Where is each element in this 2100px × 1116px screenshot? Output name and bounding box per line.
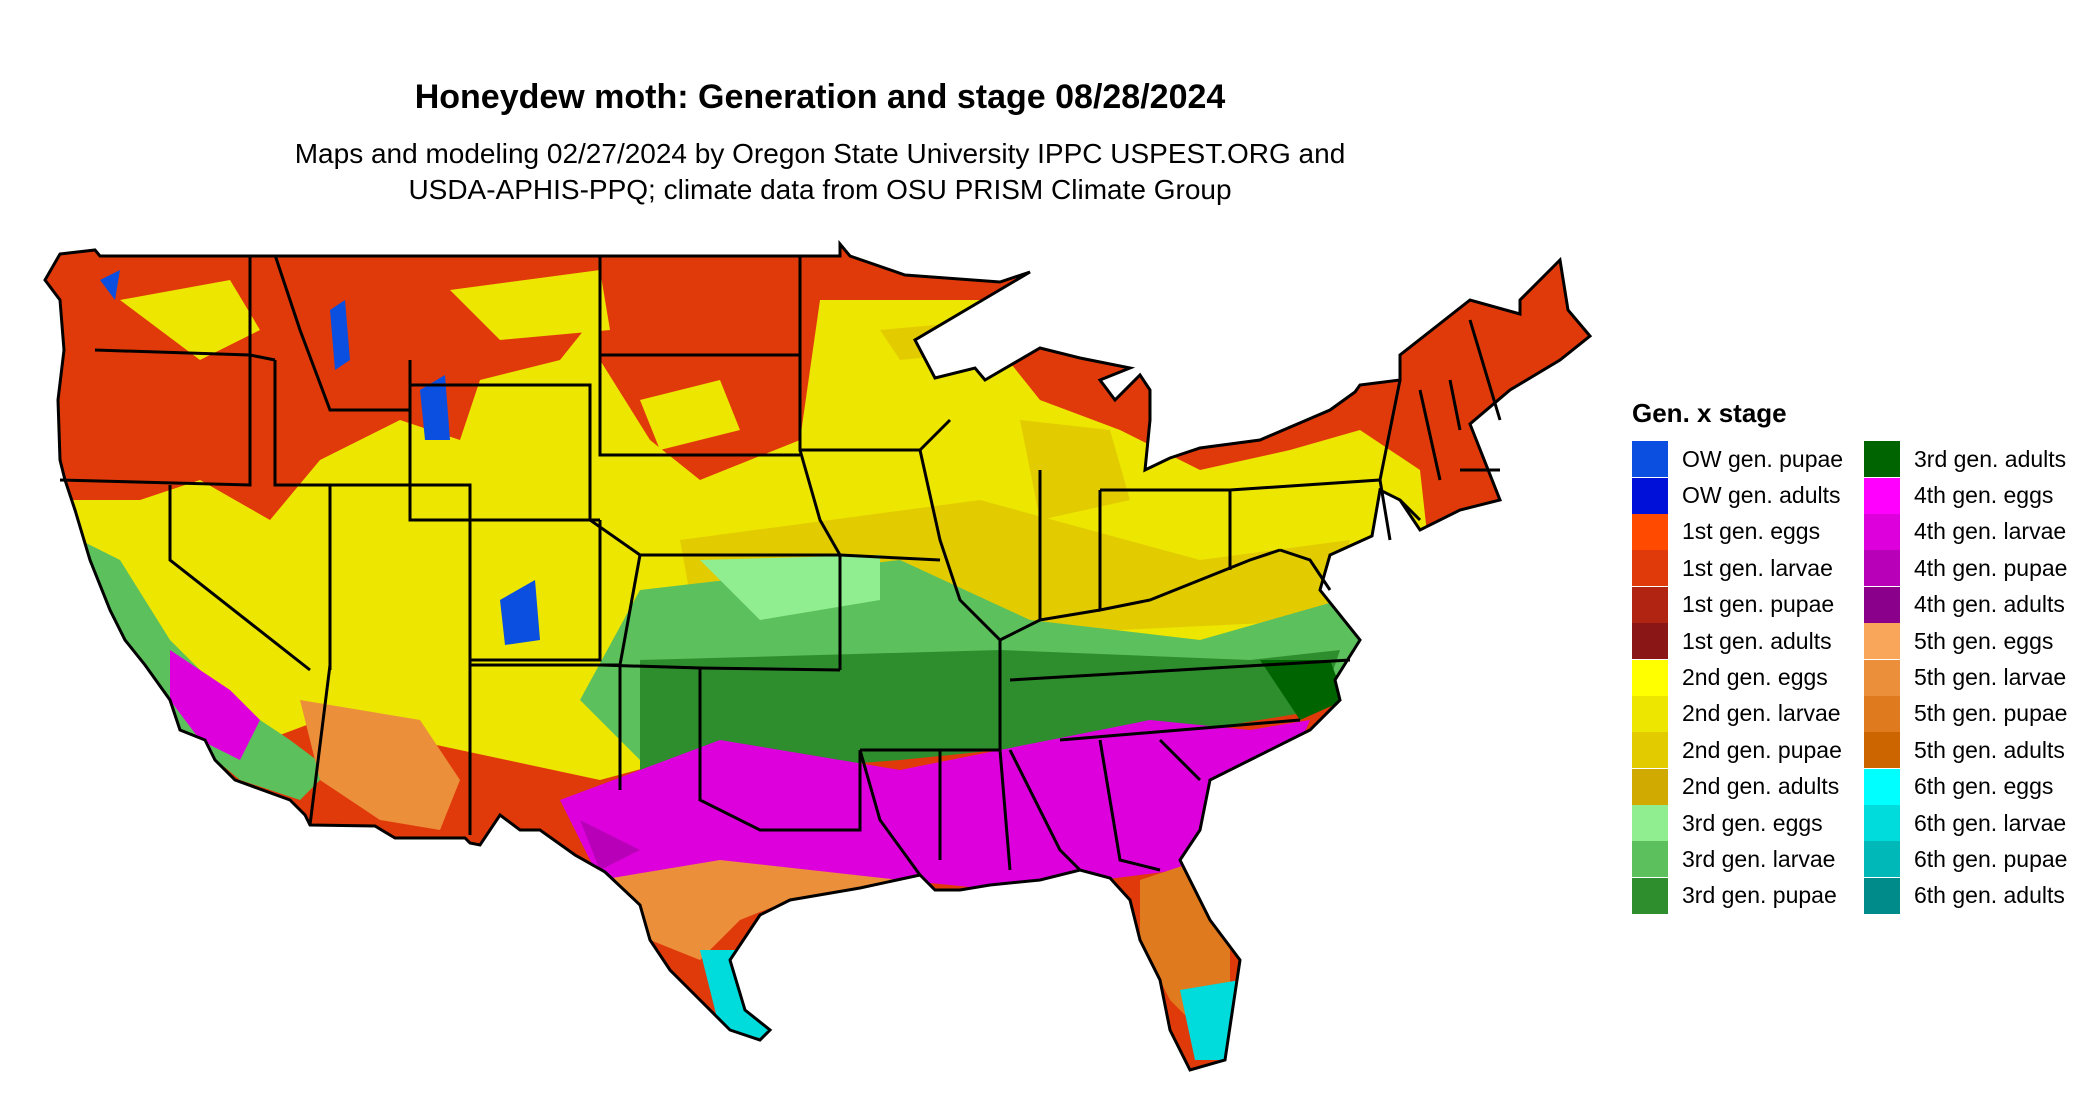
legend-swatch xyxy=(1864,877,1900,914)
legend-swatch xyxy=(1864,768,1900,805)
legend-item: 5th gen. adults xyxy=(1864,732,2096,769)
legend-label: 6th gen. pupae xyxy=(1914,845,2068,872)
legend-label: 5th gen. adults xyxy=(1914,736,2065,763)
legend-label: 2nd gen. larvae xyxy=(1682,700,1841,727)
legend-swatch xyxy=(1632,877,1668,914)
legend-label: 2nd gen. eggs xyxy=(1682,664,1828,691)
legend-swatch xyxy=(1632,550,1668,587)
legend-label: 4th gen. pupae xyxy=(1914,554,2068,581)
legend-label: OW gen. adults xyxy=(1682,482,1841,509)
legend-label: 1st gen. eggs xyxy=(1682,518,1821,545)
legend-swatch xyxy=(1632,586,1668,623)
legend-swatch xyxy=(1864,623,1900,660)
legend-item: 5th gen. larvae xyxy=(1864,659,2096,696)
legend-title: Gen. x stage xyxy=(1632,398,1787,428)
legend-item: 3rd gen. pupae xyxy=(1632,877,1864,914)
legend-swatch xyxy=(1632,623,1668,660)
legend-label: 6th gen. adults xyxy=(1914,882,2065,909)
legend-swatch xyxy=(1864,695,1900,732)
legend-item: 1st gen. adults xyxy=(1632,623,1864,660)
legend-item: 2nd gen. pupae xyxy=(1632,732,1864,769)
legend-item: OW gen. pupae xyxy=(1632,441,1864,478)
legend-item: 4th gen. eggs xyxy=(1864,477,2096,514)
legend-swatch xyxy=(1864,477,1900,514)
legend-item: 3rd gen. larvae xyxy=(1632,841,1864,878)
legend-label: 1st gen. larvae xyxy=(1682,554,1833,581)
legend-item: 6th gen. pupae xyxy=(1864,841,2096,878)
legend-swatch xyxy=(1632,659,1668,696)
legend-label: 3rd gen. eggs xyxy=(1682,809,1823,836)
stage-zones xyxy=(45,244,1590,1070)
legend-label: 3rd gen. pupae xyxy=(1682,882,1837,909)
state-boundaries xyxy=(43,239,1593,1072)
legend-grid: OW gen. pupae OW gen. adults 1st gen. eggs… xyxy=(1632,441,2096,914)
legend-swatch xyxy=(1632,513,1668,550)
legend-item: 6th gen. adults xyxy=(1864,877,2096,914)
legend-item: 1st gen. eggs xyxy=(1632,513,1864,550)
legend-item: 2nd gen. larvae xyxy=(1632,695,1864,732)
legend-swatch xyxy=(1864,805,1900,842)
legend-item: 4th gen. larvae xyxy=(1864,513,2096,550)
legend-label: 6th gen. larvae xyxy=(1914,809,2067,836)
legend-label: OW gen. pupae xyxy=(1682,445,1844,472)
legend-swatch xyxy=(1632,441,1668,478)
legend-item: 5th gen. pupae xyxy=(1864,695,2096,732)
legend-swatch xyxy=(1864,586,1900,623)
legend-label: 6th gen. eggs xyxy=(1914,773,2054,800)
legend-label: 5th gen. larvae xyxy=(1914,664,2067,691)
legend-swatch xyxy=(1632,768,1668,805)
legend-label: 1st gen. pupae xyxy=(1682,591,1835,618)
legend-label: 1st gen. adults xyxy=(1682,627,1832,654)
legend-swatch xyxy=(1864,659,1900,696)
legend-label: 2nd gen. adults xyxy=(1682,773,1840,800)
legend-item: 4th gen. pupae xyxy=(1864,550,2096,587)
map-subtitle: Maps and modeling 02/27/2024 by Oregon S… xyxy=(0,136,1640,208)
legend-item: 2nd gen. adults xyxy=(1632,768,1864,805)
legend: Gen. x stage OW gen. pupae OW gen. adults… xyxy=(1632,398,2096,914)
legend-label: 5th gen. eggs xyxy=(1914,627,2054,654)
legend-swatch xyxy=(1632,477,1668,514)
legend-item: 3rd gen. adults xyxy=(1864,441,2096,478)
legend-swatch xyxy=(1864,550,1900,587)
legend-swatch xyxy=(1632,841,1668,878)
map-title: Honeydew moth: Generation and stage 08/2… xyxy=(414,78,1226,116)
legend-item: 5th gen. eggs xyxy=(1864,623,2096,660)
legend-item: 6th gen. eggs xyxy=(1864,768,2096,805)
subtitle-line-2: USDA-APHIS-PPQ; climate data from OSU PR… xyxy=(408,173,1232,205)
legend-label: 4th gen. eggs xyxy=(1914,482,2054,509)
legend-label: 2nd gen. pupae xyxy=(1682,736,1842,763)
legend-item: 6th gen. larvae xyxy=(1864,805,2096,842)
legend-label: 3rd gen. larvae xyxy=(1682,845,1836,872)
legend-item: OW gen. adults xyxy=(1632,477,1864,514)
legend-swatch xyxy=(1864,513,1900,550)
legend-swatch xyxy=(1632,805,1668,842)
legend-item: 1st gen. pupae xyxy=(1632,586,1864,623)
legend-item: 2nd gen. eggs xyxy=(1632,659,1864,696)
legend-swatch xyxy=(1632,732,1668,769)
legend-item: 4th gen. adults xyxy=(1864,586,2096,623)
legend-item: 3rd gen. eggs xyxy=(1632,805,1864,842)
legend-swatch xyxy=(1864,441,1900,478)
legend-label: 3rd gen. adults xyxy=(1914,445,2067,472)
legend-label: 4th gen. adults xyxy=(1914,591,2065,618)
legend-label: 5th gen. pupae xyxy=(1914,700,2068,727)
legend-swatch xyxy=(1632,695,1668,732)
legend-label: 4th gen. larvae xyxy=(1914,518,2067,545)
legend-item: 1st gen. larvae xyxy=(1632,550,1864,587)
legend-swatch xyxy=(1864,732,1900,769)
subtitle-line-1: Maps and modeling 02/27/2024 by Oregon S… xyxy=(294,138,1346,169)
legend-swatch xyxy=(1864,841,1900,878)
